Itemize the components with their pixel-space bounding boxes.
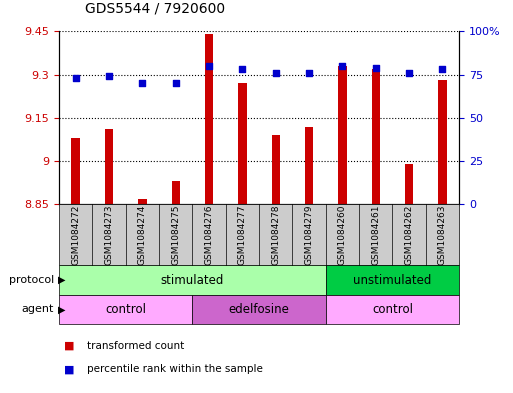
Text: GSM1084272: GSM1084272 xyxy=(71,205,80,265)
Text: protocol: protocol xyxy=(9,275,54,285)
Point xyxy=(138,80,147,86)
Point xyxy=(171,80,180,86)
Text: control: control xyxy=(105,303,146,316)
Bar xyxy=(405,164,413,204)
Point xyxy=(338,63,346,69)
Text: ■: ■ xyxy=(64,341,74,351)
Text: GSM1084260: GSM1084260 xyxy=(338,205,347,265)
Point xyxy=(238,66,246,73)
Text: GSM1084263: GSM1084263 xyxy=(438,205,447,265)
Text: GSM1084273: GSM1084273 xyxy=(105,205,113,265)
Text: GSM1084276: GSM1084276 xyxy=(205,205,213,265)
Text: unstimulated: unstimulated xyxy=(353,274,431,286)
Text: percentile rank within the sample: percentile rank within the sample xyxy=(87,364,263,375)
Bar xyxy=(105,129,113,204)
Point xyxy=(105,73,113,79)
Bar xyxy=(438,81,447,204)
Text: GSM1084274: GSM1084274 xyxy=(138,205,147,265)
Point xyxy=(438,66,446,73)
Text: ▶: ▶ xyxy=(58,275,66,285)
Point xyxy=(205,63,213,69)
Text: GSM1084277: GSM1084277 xyxy=(238,205,247,265)
Text: control: control xyxy=(372,303,413,316)
Text: edelfosine: edelfosine xyxy=(229,303,289,316)
Point xyxy=(305,70,313,76)
Bar xyxy=(205,34,213,204)
Bar xyxy=(305,127,313,204)
Bar xyxy=(238,83,247,204)
Text: stimulated: stimulated xyxy=(161,274,224,286)
Bar xyxy=(138,198,147,204)
Bar xyxy=(338,66,347,204)
Point xyxy=(71,75,80,81)
Bar xyxy=(271,135,280,204)
Text: GDS5544 / 7920600: GDS5544 / 7920600 xyxy=(85,2,225,16)
Point xyxy=(271,70,280,76)
Text: GSM1084261: GSM1084261 xyxy=(371,205,380,265)
Bar xyxy=(71,138,80,204)
Text: agent: agent xyxy=(22,305,54,314)
Text: GSM1084278: GSM1084278 xyxy=(271,205,280,265)
Bar xyxy=(171,181,180,204)
Text: ▶: ▶ xyxy=(58,305,66,314)
Text: GSM1084279: GSM1084279 xyxy=(305,205,313,265)
Text: GSM1084262: GSM1084262 xyxy=(405,205,413,265)
Bar xyxy=(371,69,380,204)
Point xyxy=(405,70,413,76)
Text: GSM1084275: GSM1084275 xyxy=(171,205,180,265)
Text: transformed count: transformed count xyxy=(87,341,185,351)
Text: ■: ■ xyxy=(64,364,74,375)
Point xyxy=(371,64,380,71)
